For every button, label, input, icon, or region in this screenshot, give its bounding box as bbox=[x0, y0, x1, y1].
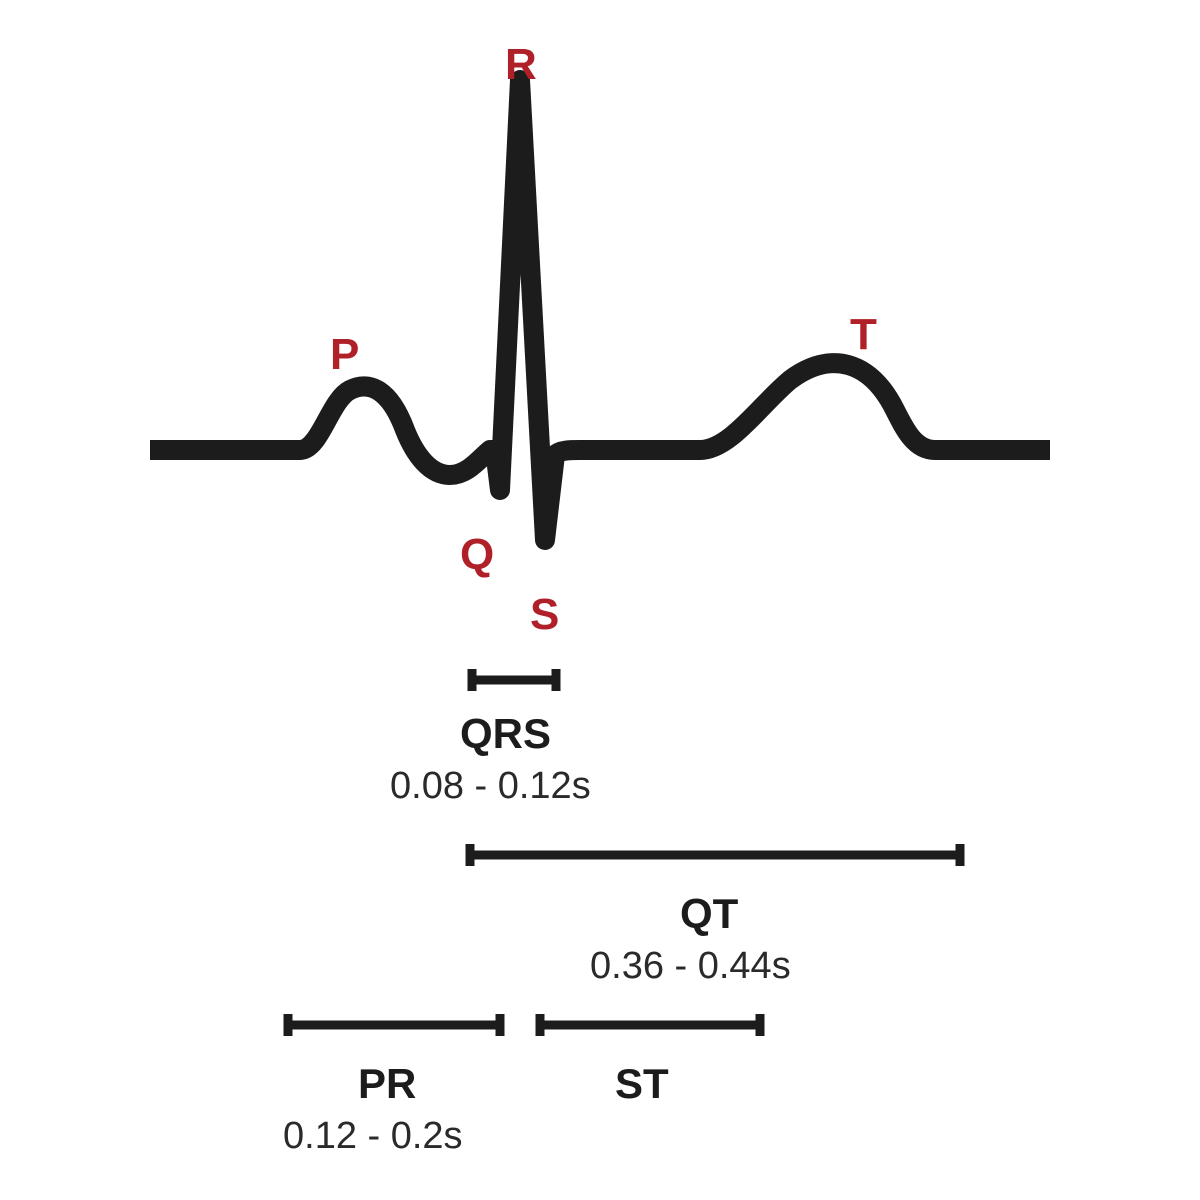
wave-label-p: P bbox=[330, 330, 359, 380]
ecg-diagram bbox=[0, 0, 1200, 1200]
ecg-trace bbox=[150, 80, 1050, 540]
interval-time-qt: 0.36 - 0.44s bbox=[590, 945, 791, 988]
interval-label-qt: QT bbox=[680, 890, 738, 938]
interval-bracket-qt bbox=[470, 844, 960, 866]
wave-label-q: Q bbox=[460, 530, 494, 580]
interval-time-pr: 0.12 - 0.2s bbox=[283, 1115, 463, 1158]
wave-label-r: R bbox=[505, 40, 537, 90]
interval-label-pr: PR bbox=[358, 1060, 416, 1108]
interval-bracket-st bbox=[540, 1014, 760, 1036]
interval-bracket-pr bbox=[288, 1014, 500, 1036]
interval-label-st: ST bbox=[615, 1060, 669, 1108]
interval-label-qrs: QRS bbox=[460, 710, 551, 758]
wave-label-s: S bbox=[530, 590, 559, 640]
interval-time-qrs: 0.08 - 0.12s bbox=[390, 765, 591, 808]
wave-label-t: T bbox=[850, 310, 877, 360]
interval-bracket-qrs bbox=[472, 669, 556, 691]
